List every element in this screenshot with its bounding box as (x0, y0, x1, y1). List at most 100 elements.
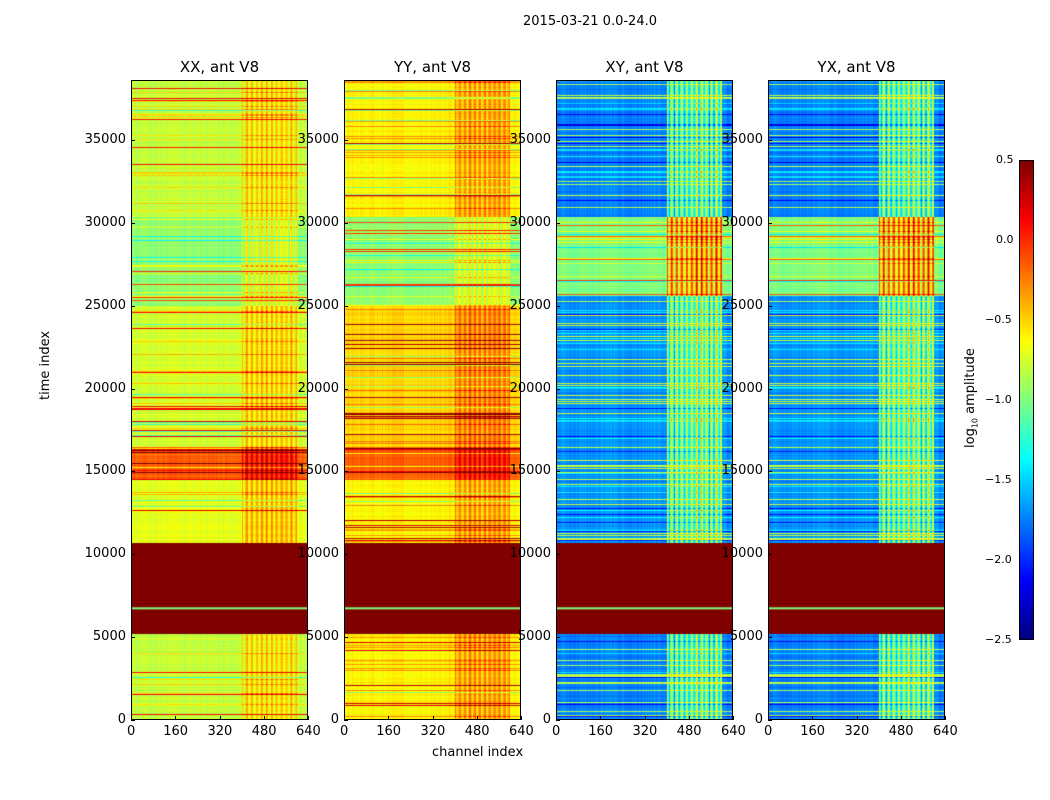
y-tick-mark (344, 554, 348, 556)
heatmap-image (768, 80, 945, 720)
colorbar-tick-label: −1.0 (985, 393, 1012, 406)
x-tick-label: 640 (721, 724, 746, 739)
y-tick-mark (131, 388, 135, 390)
y-tick-label: 0 (330, 712, 339, 727)
y-tick-mark (131, 471, 135, 473)
y-tick-mark (768, 388, 772, 390)
y-tick-label: 35000 (84, 131, 126, 147)
x-tick-label: 0 (552, 724, 561, 739)
heatmap-panel: YX, ant V8 0 160 320 480 640 0 5000 10000 15000 20… (722, 58, 958, 739)
x-tick-label: 160 (376, 724, 402, 739)
colorbar-tick-label: −2.0 (985, 553, 1012, 566)
y-tick-mark (344, 305, 348, 307)
y-tick-mark (344, 720, 348, 721)
x-tick-mark (733, 716, 734, 720)
x-tick-mark (600, 716, 602, 720)
x-tick-mark (131, 716, 132, 720)
y-tick-mark (556, 305, 560, 307)
y-tick-mark (556, 471, 560, 473)
y-tick-mark (556, 554, 560, 556)
x-tick-mark (856, 716, 858, 720)
colorbar-tick-label: 0.0 (996, 233, 1014, 246)
y-tick-label: 25000 (509, 297, 551, 313)
y-tick-label: 10000 (721, 546, 763, 562)
y-tick-label: 0 (117, 712, 126, 727)
y-tick-mark (768, 471, 772, 473)
y-tick-mark (344, 139, 348, 141)
y-tick-label: 5000 (92, 629, 126, 645)
y-tick-mark (768, 305, 772, 307)
y-tick-label: 25000 (721, 297, 763, 313)
x-tick-label: 160 (588, 724, 614, 739)
x-tick-mark (768, 716, 769, 720)
y-tick-mark (344, 637, 348, 639)
y-tick-label: 0 (754, 712, 763, 727)
colorbar-label: log10 amplitude (963, 348, 980, 448)
y-tick-mark (556, 139, 560, 141)
heatmap-image (344, 80, 521, 720)
y-tick-label: 15000 (509, 463, 551, 479)
y-tick-mark (556, 388, 560, 390)
heatmap-panel: XX, ant V8 0 160 320 480 640 0 5000 10000 15000 20… (85, 58, 321, 739)
y-tick-mark (768, 720, 772, 721)
colorbar (1019, 160, 1034, 640)
x-tick-label: 0 (127, 724, 136, 739)
y-tick-mark (131, 637, 135, 639)
panel-title: YY, ant V8 (393, 58, 471, 76)
x-tick-label: 160 (800, 724, 826, 739)
y-tick-mark (131, 139, 135, 141)
y-tick-label: 20000 (509, 380, 551, 396)
x-tick-mark (388, 716, 390, 720)
y-tick-label: 15000 (297, 463, 339, 479)
x-tick-mark (308, 716, 309, 720)
x-tick-label: 160 (163, 724, 189, 739)
x-tick-mark (219, 716, 221, 720)
x-tick-mark (812, 716, 814, 720)
y-tick-label: 0 (542, 712, 551, 727)
x-tick-label: 320 (632, 724, 658, 739)
y-tick-mark (768, 222, 772, 224)
x-axis-label: channel index (432, 745, 524, 760)
x-tick-mark (556, 716, 557, 720)
y-tick-label: 30000 (84, 214, 126, 230)
x-tick-mark (175, 716, 177, 720)
colorbar-tick-label: −0.5 (985, 313, 1012, 326)
y-tick-label: 35000 (297, 131, 339, 147)
x-tick-label: 640 (509, 724, 534, 739)
y-tick-label: 30000 (721, 214, 763, 230)
y-tick-mark (131, 305, 135, 307)
x-tick-mark (432, 716, 434, 720)
y-tick-label: 10000 (84, 546, 126, 562)
y-tick-label: 35000 (509, 131, 551, 147)
heatmap-image (131, 80, 308, 720)
x-tick-mark (900, 716, 902, 720)
y-tick-label: 25000 (84, 297, 126, 313)
y-tick-label: 20000 (297, 380, 339, 396)
y-tick-label: 20000 (84, 380, 126, 396)
y-tick-mark (344, 388, 348, 390)
y-tick-label: 10000 (297, 546, 339, 562)
y-tick-mark (131, 720, 135, 721)
y-tick-label: 25000 (297, 297, 339, 313)
heatmap-image (556, 80, 733, 720)
x-tick-label: 320 (207, 724, 233, 739)
panel-title: XY, ant V8 (605, 58, 684, 76)
x-tick-label: 0 (764, 724, 773, 739)
y-tick-mark (556, 637, 560, 639)
y-tick-label: 10000 (509, 546, 551, 562)
y-tick-label: 15000 (84, 463, 126, 479)
y-tick-mark (768, 637, 772, 639)
x-tick-label: 480 (251, 724, 277, 739)
y-tick-label: 5000 (517, 629, 551, 645)
y-tick-label: 5000 (305, 629, 339, 645)
figure-title: 2015-03-21 0.0-24.0 (523, 14, 657, 29)
y-tick-label: 15000 (721, 463, 763, 479)
x-tick-label: 320 (844, 724, 870, 739)
x-tick-label: 640 (296, 724, 321, 739)
x-tick-mark (521, 716, 522, 720)
panel-title: XX, ant V8 (179, 58, 260, 76)
x-tick-label: 480 (464, 724, 490, 739)
y-tick-mark (344, 471, 348, 473)
heatmap-panel: YY, ant V8 0 160 320 480 640 0 5000 10000 15000 20… (298, 58, 534, 739)
panel-title: YX, ant V8 (817, 58, 896, 76)
